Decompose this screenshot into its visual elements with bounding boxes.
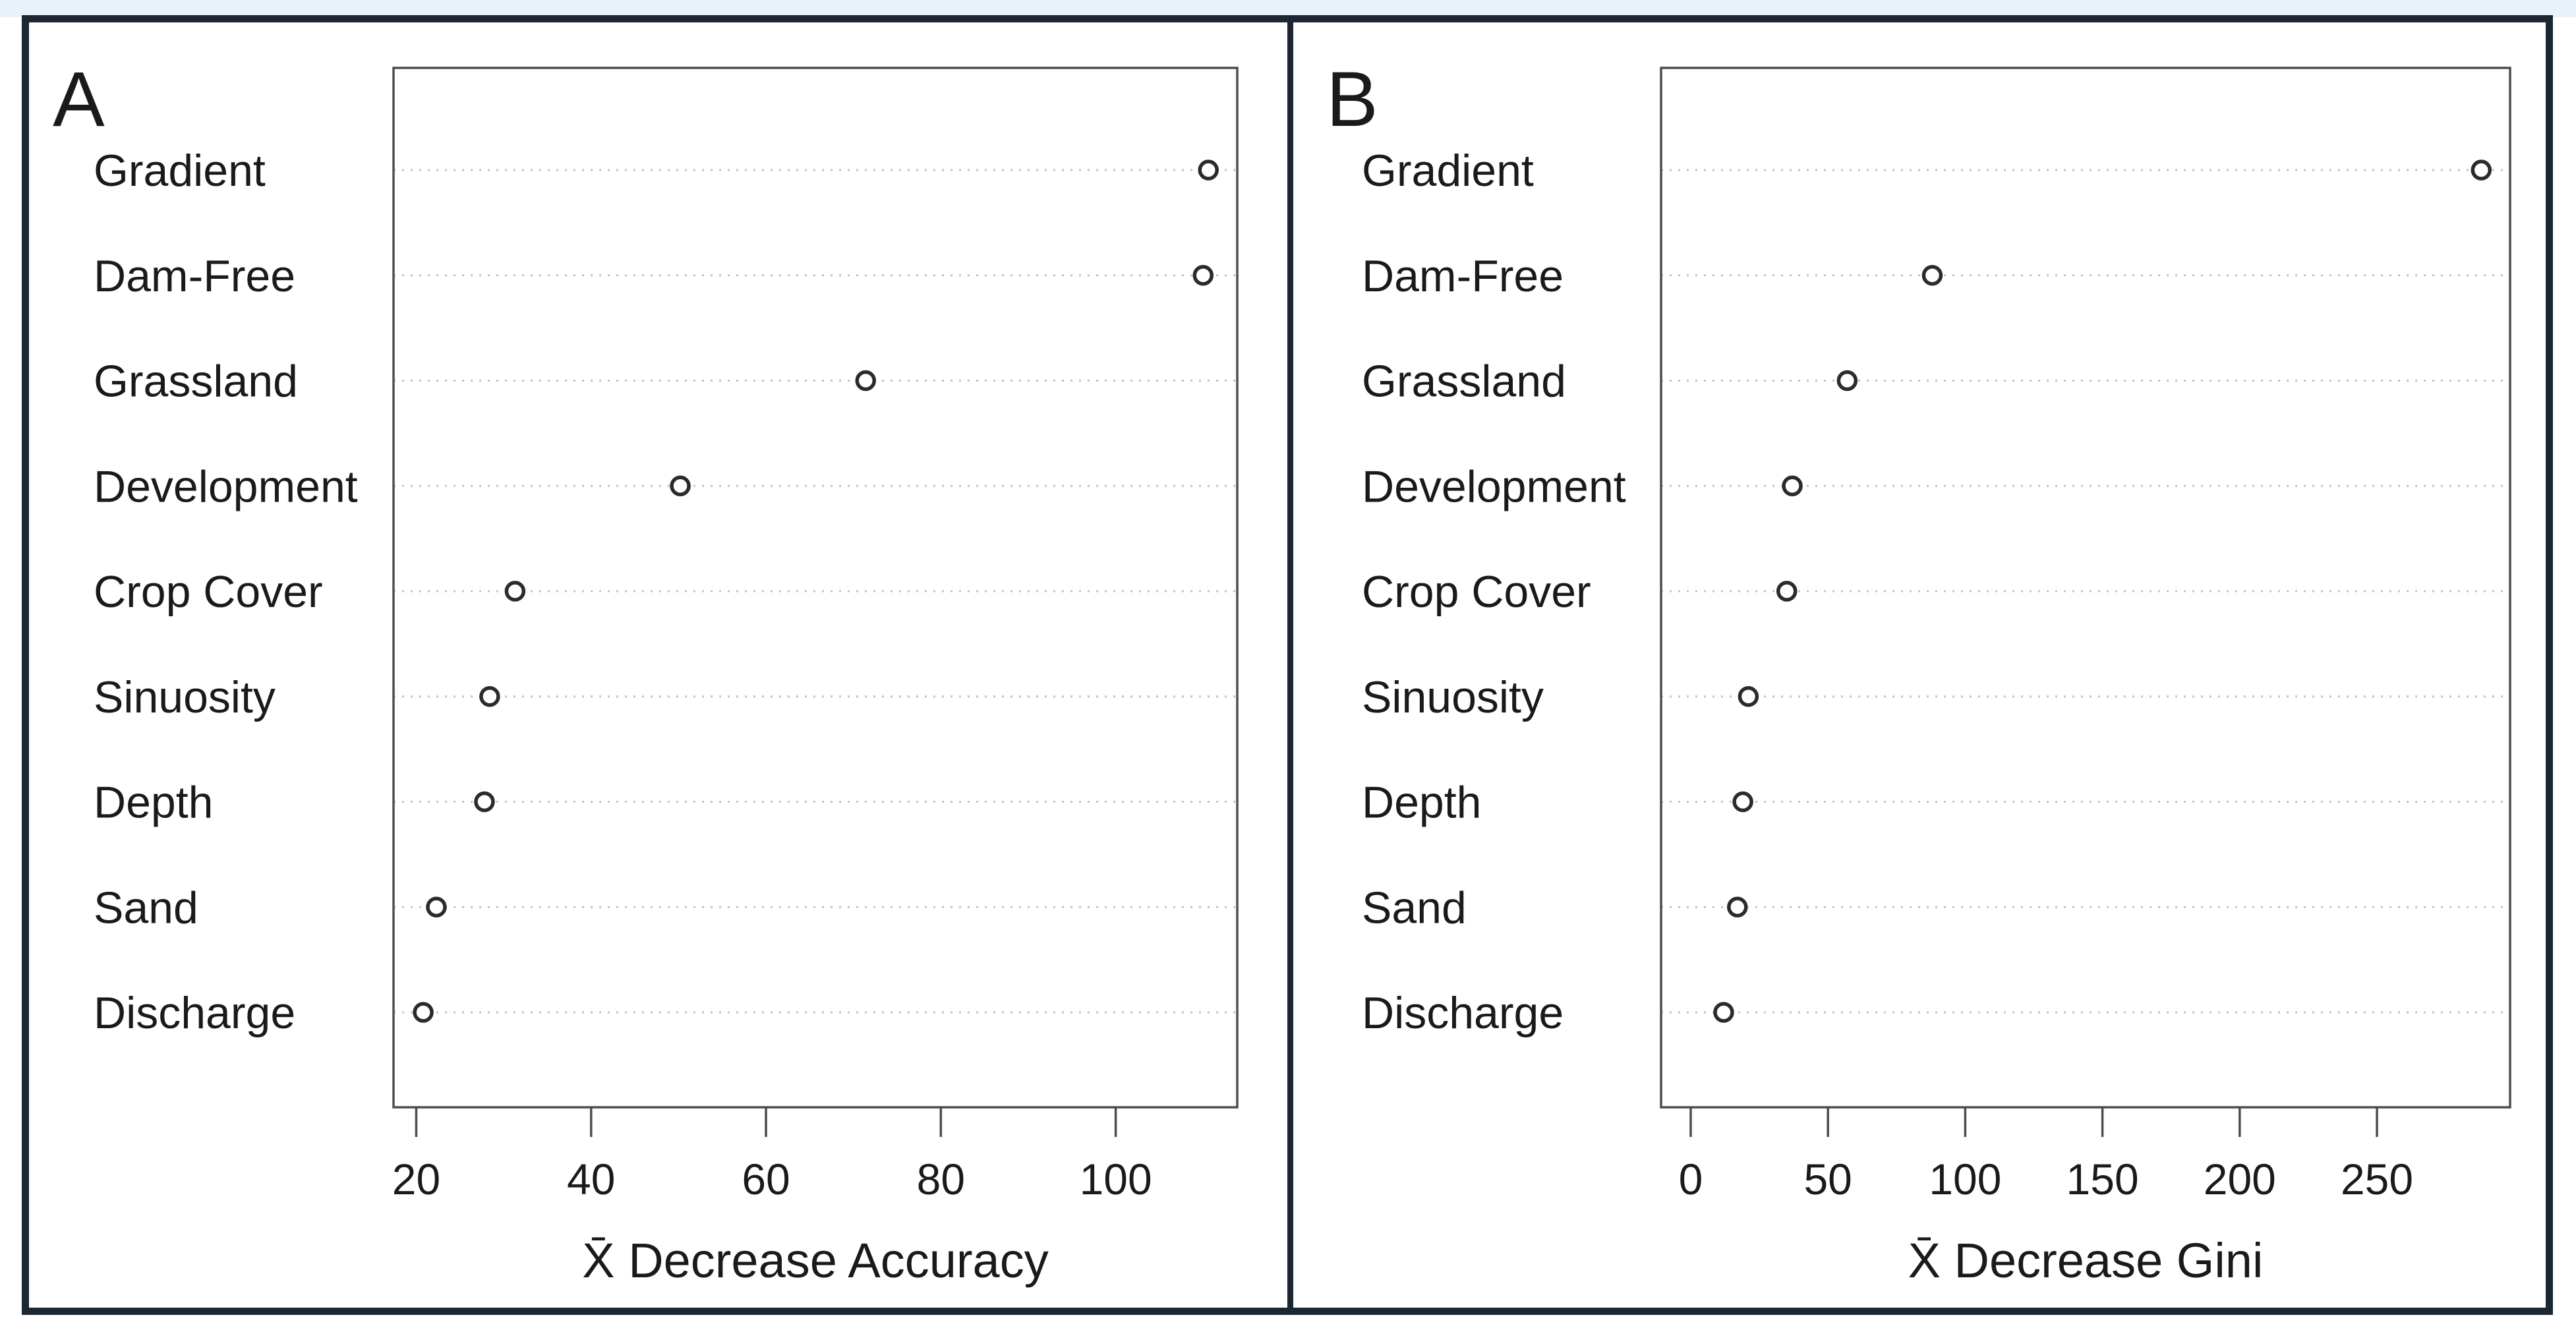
category-label: Crop Cover	[1362, 567, 1591, 617]
x-tick-label: 250	[2341, 1155, 2413, 1204]
data-point	[670, 475, 691, 496]
panel-a-axis-title: X̄ Decrease Accuracy	[582, 1233, 1049, 1288]
category-label: Gradient	[1362, 146, 1534, 196]
plot-box	[1660, 67, 2511, 1109]
plot-box	[392, 67, 1239, 1109]
panel-b: Gradient Dam-Free Grassland Development Crop…	[1362, 67, 2511, 1204]
data-point	[2471, 160, 2492, 181]
data-point	[1713, 1002, 1734, 1023]
x-tick-label: 40	[567, 1155, 615, 1204]
x-tick-label: 80	[917, 1155, 965, 1204]
data-point	[1192, 265, 1214, 286]
data-point	[504, 581, 526, 602]
category-label: Development	[1362, 461, 1626, 511]
category-label: Gradient	[94, 146, 266, 196]
x-tick-label: 100	[1080, 1155, 1152, 1204]
category-label: Dam-Free	[94, 251, 295, 301]
data-point	[413, 1002, 434, 1023]
data-point	[474, 791, 495, 813]
category-label: Discharge	[1362, 988, 1564, 1038]
data-point	[1732, 791, 1753, 813]
data-point	[1776, 581, 1798, 602]
category-label: Development	[94, 461, 358, 511]
x-tick-label: 100	[1929, 1155, 2001, 1204]
top-strip	[0, 0, 2576, 17]
x-tick-label: 20	[392, 1155, 440, 1204]
panel-a-label: A	[53, 56, 105, 143]
category-label: Depth	[94, 778, 213, 828]
data-point	[1921, 265, 1943, 286]
data-point	[855, 370, 877, 392]
category-label: Grassland	[94, 357, 298, 407]
category-label: Discharge	[94, 988, 295, 1038]
x-tick-label: 60	[742, 1155, 790, 1204]
category-label: Depth	[1362, 778, 1481, 828]
panel-b-axis-title: X̄ Decrease Gini	[1908, 1233, 2264, 1288]
category-label: Crop Cover	[94, 567, 323, 617]
data-point	[1738, 686, 1759, 707]
category-label: Sinuosity	[1362, 672, 1544, 722]
data-point	[426, 896, 447, 917]
category-label: Dam-Free	[1362, 251, 1564, 301]
data-point	[1782, 475, 1803, 496]
x-tick-label: 200	[2204, 1155, 2276, 1204]
x-tick-label: 0	[1679, 1155, 1703, 1204]
data-point	[1198, 160, 1219, 181]
panel-b-label: B	[1326, 56, 1378, 143]
category-label: Grassland	[1362, 357, 1566, 407]
x-tick-label: 50	[1803, 1155, 1852, 1204]
panel-a: Gradient Dam-Free Grassland Development Crop…	[94, 67, 1239, 1204]
category-label: Sand	[1362, 883, 1467, 933]
category-label: Sand	[94, 883, 198, 933]
data-point	[1727, 896, 1748, 917]
data-point	[1836, 370, 1858, 392]
x-tick-label: 150	[2066, 1155, 2139, 1204]
category-label: Sinuosity	[94, 672, 276, 722]
data-point	[479, 686, 500, 707]
